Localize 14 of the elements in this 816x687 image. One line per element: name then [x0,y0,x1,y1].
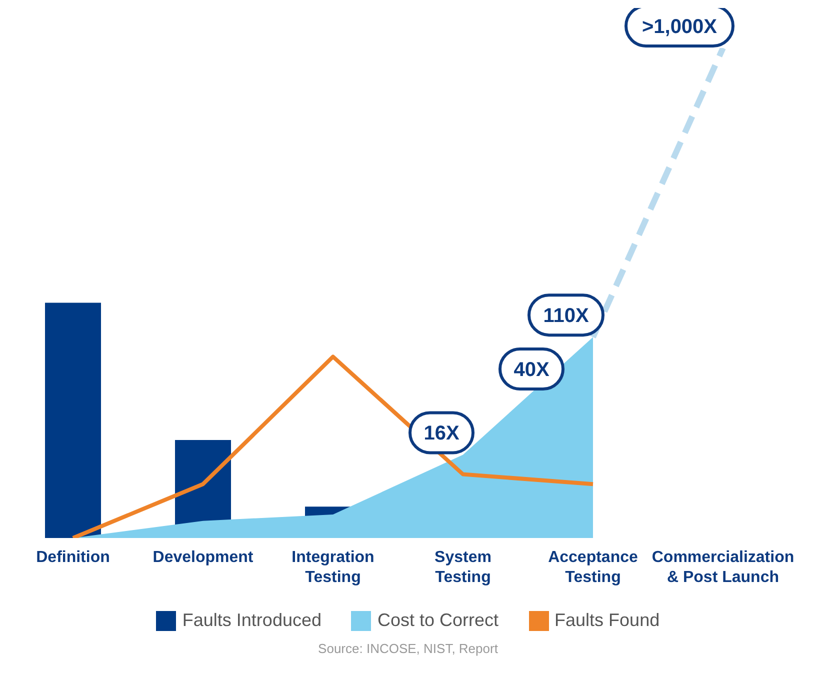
annotation: 40X [514,359,550,381]
legend-label: Faults Found [554,610,660,631]
legend-label: Faults Introduced [182,610,322,631]
legend-label: Cost to Correct [377,610,499,631]
x-tick-label: Acceptance Testing [548,549,638,586]
annotation: >1,000X [642,16,718,38]
annotation: 16X [424,422,460,445]
x-tick-label: Integration Testing [292,549,374,586]
x-tick-label: Definition [36,549,110,566]
x-tick-label: Commercialization & Post Launch [652,549,794,586]
x-tick-label: System Testing [434,549,492,586]
annotation: 110X [543,305,590,328]
source-note: Source: INCOSE, NIST, Report [317,641,499,656]
x-tick-label: Development [152,549,254,566]
